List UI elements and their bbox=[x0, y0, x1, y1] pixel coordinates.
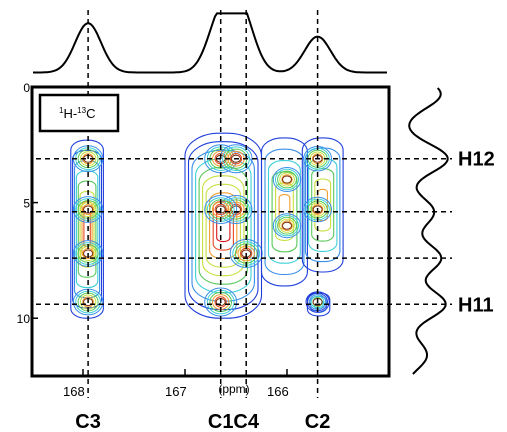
contour-peak-ring bbox=[281, 220, 293, 231]
contour-peak-center bbox=[282, 221, 292, 230]
axis-ticks: 168 167 166 0 5 10 bbox=[17, 81, 289, 399]
label-h12: H12 bbox=[458, 149, 495, 171]
label-c3: C3 bbox=[75, 411, 101, 432]
contour-peak-ring bbox=[272, 167, 302, 192]
contour-blob bbox=[184, 132, 263, 319]
label-c2: C2 bbox=[305, 411, 331, 432]
inset-main-c: C bbox=[86, 106, 95, 121]
contour-level bbox=[79, 190, 95, 268]
nucleus-label-box: 1H-13C bbox=[38, 93, 120, 133]
y-tick-label: 0 bbox=[23, 81, 30, 95]
contour-peak-ring bbox=[279, 218, 295, 233]
contour-peak-ring bbox=[82, 204, 94, 215]
contour-peak-ring bbox=[229, 153, 243, 165]
contour-peak-ring bbox=[275, 168, 299, 191]
contour-peak-ring bbox=[222, 146, 250, 171]
contour-level bbox=[202, 175, 245, 277]
y-tick-label: 5 bbox=[23, 197, 30, 211]
inset-sup-1: 1 bbox=[59, 106, 64, 115]
contour-peak-ring bbox=[277, 216, 297, 235]
contour-level bbox=[304, 147, 341, 263]
contour-peak-ring bbox=[204, 195, 238, 224]
contour-blob bbox=[70, 139, 104, 319]
contour-level bbox=[187, 141, 259, 311]
contour-peak-ring bbox=[279, 172, 295, 187]
contour-level bbox=[209, 192, 238, 260]
svg-text:1H-13C: 1H-13C bbox=[59, 106, 95, 121]
peak-labels: C3 C1 C4 C2 H12 H11 bbox=[75, 149, 494, 432]
top-projection-trace bbox=[33, 12, 387, 74]
right-projection-trace bbox=[408, 87, 449, 375]
contour-level bbox=[72, 149, 103, 309]
label-c1: C1 bbox=[208, 411, 234, 432]
contour-peak-ring bbox=[275, 215, 299, 237]
y-tick-label: 10 bbox=[17, 312, 31, 326]
plot-frame bbox=[30, 85, 391, 378]
contour-level bbox=[301, 137, 344, 273]
guide-lines bbox=[36, 10, 452, 398]
x-axis-label: (ppm) bbox=[218, 382, 249, 396]
contour-peak-center bbox=[282, 175, 292, 184]
contour-peak-ring bbox=[214, 203, 227, 216]
contour-peak-ring bbox=[272, 213, 302, 239]
contour-peak-ring bbox=[311, 204, 324, 215]
top-projection bbox=[33, 12, 387, 74]
contour-peak-ring bbox=[277, 170, 297, 189]
contour-peak-ring bbox=[227, 201, 245, 218]
contour-plot bbox=[70, 132, 344, 319]
contour-level bbox=[70, 139, 104, 319]
label-h11: H11 bbox=[458, 294, 494, 316]
label-c4: C4 bbox=[233, 411, 259, 432]
contour-level bbox=[205, 183, 241, 268]
right-projection bbox=[408, 87, 449, 375]
contour-level bbox=[195, 158, 252, 294]
inset-main-h: H- bbox=[63, 106, 77, 121]
contour-peak-ring bbox=[281, 174, 293, 185]
contour-level bbox=[77, 180, 97, 278]
x-tick-label: 166 bbox=[267, 384, 289, 399]
x-tick-label: 167 bbox=[165, 384, 187, 399]
inset-sup-13: 13 bbox=[77, 106, 86, 115]
contour-peak-ring bbox=[72, 196, 104, 223]
x-tick-label: 168 bbox=[63, 384, 85, 399]
contour-level bbox=[75, 170, 99, 289]
